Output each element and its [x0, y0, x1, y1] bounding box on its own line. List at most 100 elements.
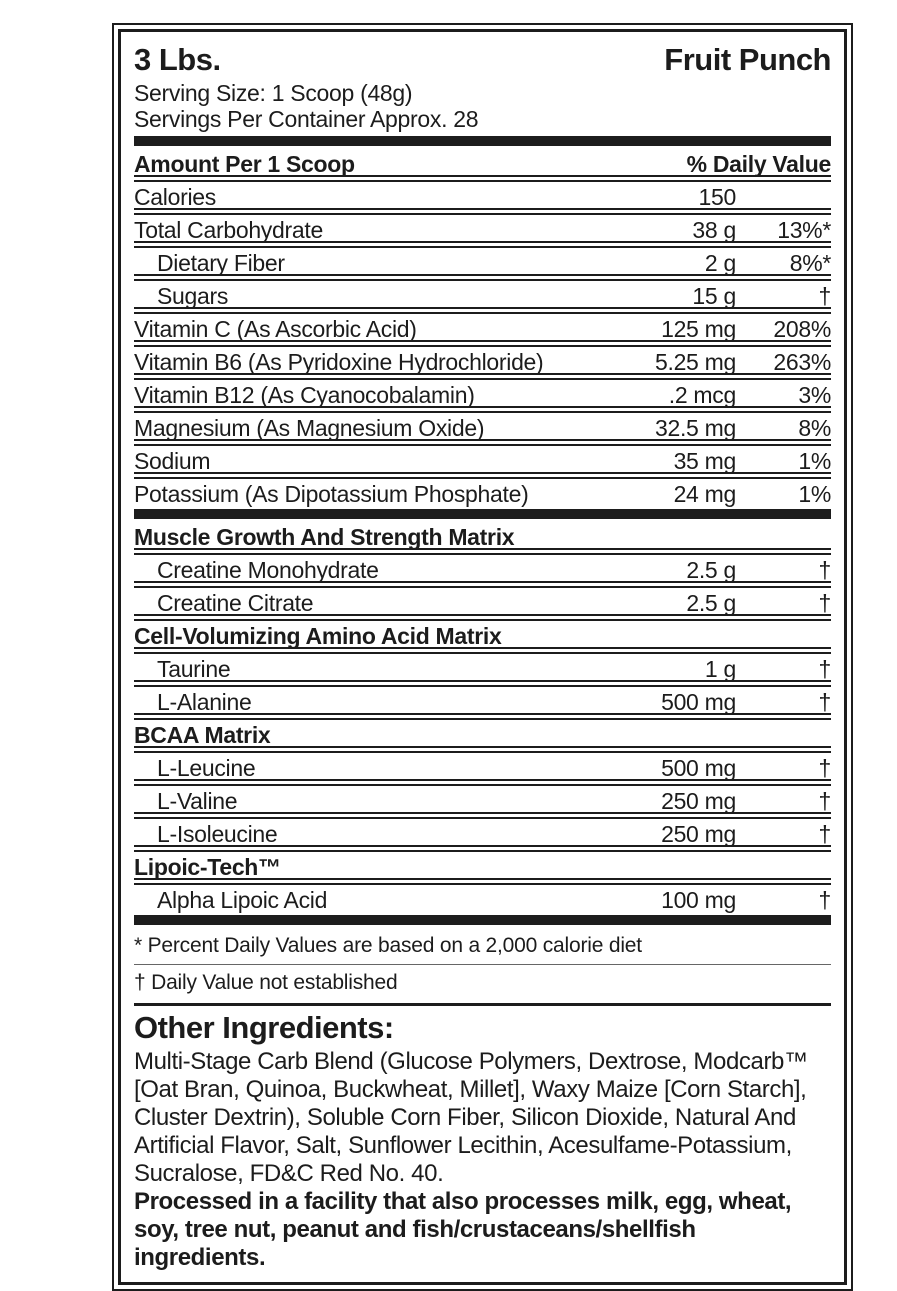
nutrient-row-magnesium: Magnesium (As Magnesium Oxide) 32.5 mg 8…	[134, 413, 831, 441]
nutrient-dv: 263%	[773, 349, 831, 375]
nutrient-row-l-isoleucine: L-Isoleucine 250 mg †	[134, 819, 831, 847]
nutrient-label: L-Alanine	[157, 689, 252, 715]
nutrient-amount: 32.5 mg	[654, 415, 736, 441]
nutrient-row-l-valine: L-Valine 250 mg †	[134, 786, 832, 814]
nutrient-amount: .2 mcg	[668, 382, 737, 408]
nutrient-dv: 8%*	[789, 250, 832, 276]
row-separator	[134, 779, 831, 786]
nutrient-amount: 5.25 mg	[654, 349, 736, 375]
nutrient-label: Calories	[134, 184, 216, 210]
nutrient-row-l-leucine: L-Leucine 500 mg †	[134, 753, 832, 781]
nutrient-row-dietary-fiber: Dietary Fiber 2 g 8%*	[134, 248, 832, 276]
row-separator	[134, 614, 831, 621]
nutrient-amount: 2 g	[704, 250, 736, 276]
nutrient-label: Creatine Monohydrate	[157, 557, 379, 583]
nutrient-amount: 2.5 g	[686, 557, 736, 583]
footnote-percent-dv: * Percent Daily Values are based on a 2,…	[134, 934, 642, 957]
nutrient-amount: 35 mg	[673, 448, 737, 474]
nutrient-dv: 8%	[798, 415, 831, 441]
nutrient-row-sugars: Sugars 15 g †	[134, 281, 832, 309]
nutrient-label: L-Leucine	[157, 755, 256, 781]
nutrient-label: Potassium (As Dipotassium Phosphate)	[134, 481, 529, 507]
row-separator	[134, 175, 831, 182]
nutrient-row-creatine-citrate: Creatine Citrate 2.5 g †	[134, 588, 832, 616]
product-flavor: Fruit Punch	[664, 42, 831, 77]
row-separator	[134, 208, 831, 215]
section-header-cell-volumizing: Cell-Volumizing Amino Acid Matrix	[134, 623, 502, 649]
nutrient-row-sodium: Sodium 35 mg 1%	[134, 446, 831, 474]
nutrient-dv: †	[818, 755, 832, 781]
other-ingredients-heading: Other Ingredients:	[134, 1010, 394, 1045]
row-separator	[134, 439, 831, 446]
row-separator	[134, 472, 831, 479]
dv-column-header: % Daily Value	[686, 151, 832, 177]
nutrient-label: Sugars	[157, 283, 229, 309]
product-size: 3 Lbs.	[134, 42, 221, 77]
nutrient-label: L-Isoleucine	[157, 821, 278, 847]
nutrient-amount: 100 mg	[661, 887, 736, 913]
row-separator	[134, 274, 831, 281]
nutrient-amount: 38 g	[692, 217, 736, 243]
nutrient-amount: 125 mg	[661, 316, 736, 342]
nutrient-label: L-Valine	[157, 788, 238, 814]
supplement-facts-label: 3 Lbs. Fruit Punch Serving Size: 1 Scoop…	[112, 23, 853, 1291]
nutrient-amount: 250 mg	[661, 821, 736, 847]
column-header-row: Amount Per 1 Scoop % Daily Value	[134, 149, 832, 177]
label-header: 3 Lbs. Fruit Punch	[134, 42, 831, 78]
nutrient-label: Alpha Lipoic Acid	[157, 887, 328, 913]
nutrient-row-l-alanine: L-Alanine 500 mg †	[134, 687, 832, 715]
nutrient-row-total-carbohydrate: Total Carbohydrate 38 g 13%*	[134, 215, 831, 243]
nutrient-row-vitamin-c: Vitamin C (As Ascorbic Acid) 125 mg 208%	[134, 314, 831, 342]
nutrient-label: Vitamin C (As Ascorbic Acid)	[134, 316, 417, 342]
nutrient-dv: †	[818, 283, 832, 309]
nutrient-row-vitamin-b12: Vitamin B12 (As Cyanocobalamin) .2 mcg 3…	[134, 380, 831, 408]
thin-divider	[134, 964, 831, 965]
nutrient-dv: †	[818, 689, 832, 715]
nutrient-label: Vitamin B12 (As Cyanocobalamin)	[134, 382, 475, 408]
row-separator	[134, 680, 831, 687]
row-separator	[134, 713, 831, 720]
section-header-lipoic-tech: Lipoic-Tech™	[134, 854, 281, 880]
nutrient-amount: 500 mg	[661, 689, 736, 715]
allergen-statement: Processed in a facility that also proces…	[134, 1188, 792, 1271]
row-separator	[134, 845, 831, 852]
servings-per-container: Servings Per Container Approx. 28	[134, 106, 479, 132]
nutrient-dv: 3%	[798, 382, 831, 408]
nutrient-amount: 2.5 g	[686, 590, 736, 616]
thick-divider-bar	[134, 136, 831, 146]
amount-column-header: Amount Per 1 Scoop	[134, 151, 355, 177]
nutrient-amount: 500 mg	[661, 755, 736, 781]
nutrient-row-creatine-monohydrate: Creatine Monohydrate 2.5 g †	[134, 555, 831, 583]
nutrient-dv: 1%	[798, 448, 831, 474]
medium-divider	[134, 1003, 831, 1006]
section-header-muscle-growth: Muscle Growth And Strength Matrix	[134, 524, 515, 550]
nutrient-dv: †	[818, 656, 832, 682]
nutrient-row-calories: Calories 150	[134, 182, 831, 210]
nutrient-dv: 208%	[773, 316, 831, 342]
footnote-dagger: † Daily Value not established	[134, 971, 398, 994]
row-separator	[134, 647, 831, 654]
row-separator	[134, 340, 831, 347]
nutrient-amount: 24 mg	[673, 481, 737, 507]
row-separator	[134, 373, 831, 380]
row-separator	[134, 307, 831, 314]
row-separator	[134, 812, 831, 819]
nutrient-label: Magnesium (As Magnesium Oxide)	[134, 415, 485, 441]
nutrient-label: Total Carbohydrate	[134, 217, 323, 243]
label-inner-panel: 3 Lbs. Fruit Punch Serving Size: 1 Scoop…	[118, 29, 847, 1285]
nutrient-label: Creatine Citrate	[157, 590, 314, 616]
thick-divider-bar	[134, 509, 831, 519]
row-separator	[134, 548, 831, 555]
nutrient-dv: †	[818, 788, 832, 814]
nutrient-amount: 15 g	[692, 283, 736, 309]
nutrient-label: Taurine	[157, 656, 231, 682]
nutrient-row-potassium: Potassium (As Dipotassium Phosphate) 24 …	[134, 479, 831, 507]
section-header-bcaa: BCAA Matrix	[134, 722, 271, 748]
nutrient-dv: 13%*	[777, 217, 831, 243]
nutrient-row-vitamin-b6: Vitamin B6 (As Pyridoxine Hydrochloride)…	[134, 347, 831, 375]
nutrient-label: Sodium	[134, 448, 211, 474]
nutrient-amount: 250 mg	[661, 788, 736, 814]
row-separator	[134, 581, 831, 588]
nutrient-dv: †	[818, 590, 832, 616]
row-separator	[134, 746, 831, 753]
